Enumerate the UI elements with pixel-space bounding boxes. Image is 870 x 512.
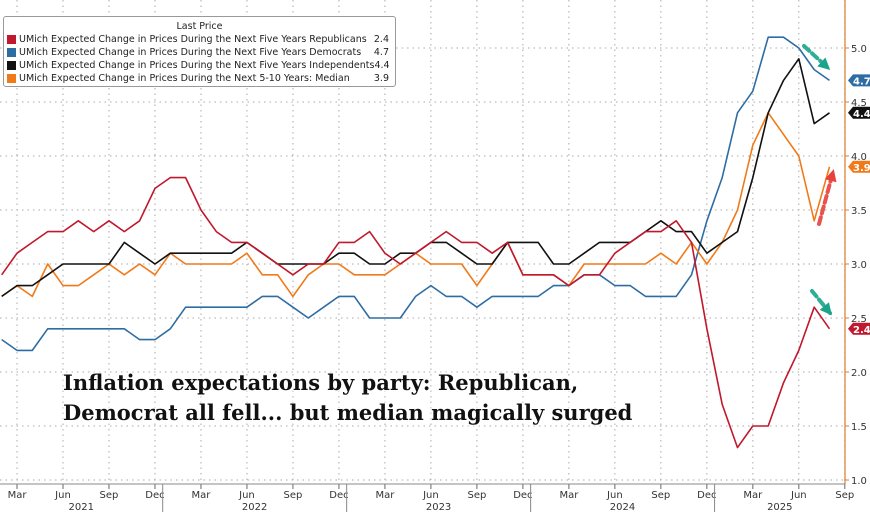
y-tick-label: 4.5 [851,98,867,109]
x-tick-label: Sep [467,490,486,501]
year-label: 2023 [426,502,451,512]
x-tick-label: Sep [100,490,119,501]
last-value-tag: 4.7 [848,74,870,87]
series-line-republicans [1,176,831,449]
last-value-tag-label: 2.4 [853,325,870,336]
legend-title: Last Price [176,21,223,32]
last-value-tag-bg [848,74,870,87]
x-tick-label: Jun [606,490,623,501]
year-label: 2021 [69,502,94,512]
last-value-tag: 2.4 [848,322,870,336]
y-tick-label: 2.5 [851,314,867,325]
arrow-up-median-head [824,169,837,183]
legend-label: UMich Expected Change in Prices During t… [19,60,375,71]
y-tick-label: 1.0 [851,476,867,487]
legend-swatch [7,61,16,70]
x-tick-label: Jun [422,490,439,501]
x-tick-label: Mar [8,490,28,501]
legend-swatch [7,48,16,57]
annotation-line-1: Inflation expectations by party: Republi… [63,370,579,395]
last-value-tag: 3.9 [848,160,870,174]
y-tick-label: 4.0 [851,152,867,163]
x-tick-label: Mar [375,490,395,501]
last-value-tag-label: 3.9 [853,163,870,174]
x-tick-label: Mar [743,490,763,501]
legend-last-value: 3.9 [373,73,389,84]
legend-last-value: 4.4 [374,60,390,71]
legend-item-democrats: UMich Expected Change in Prices During t… [4,46,395,59]
year-label: 2022 [242,502,267,512]
x-tick-label: Sep [835,490,854,501]
x-tick-label: Dec [145,490,164,501]
legend-item-median: UMich Expected Change in Prices During t… [4,72,395,85]
series-line-democrats [1,36,830,352]
x-tick-label: Dec [329,490,348,501]
last-value-tag-bg [848,322,870,335]
y-tick-label: 3.0 [851,260,867,271]
last-value-tag: 4.4 [848,106,870,120]
legend-last-value: 2.4 [373,34,389,45]
x-tick-label: Mar [192,490,212,501]
year-label: 2025 [767,502,792,512]
y-tick-label: 1.5 [851,422,867,433]
x-tick-label: Dec [513,490,532,501]
annotation-text: Inflation expectations by party: Republi… [63,368,632,428]
x-tick-label: Jun [54,490,71,501]
y-tick-label: 5.0 [851,44,867,55]
legend-label: UMich Expected Change in Prices During t… [19,34,367,45]
legend-label: UMich Expected Change in Prices During t… [19,73,350,84]
last-value-tag-label: 4.4 [853,109,870,120]
last-value-tag-label: 4.7 [853,76,870,87]
year-label: 2024 [610,502,635,512]
last-value-tag-bg [848,106,870,119]
series-line-median [1,112,831,298]
x-tick-label: Jun [790,490,807,501]
legend-swatch [7,35,16,44]
legend-swatch [7,74,16,83]
legend-last-value: 4.7 [373,47,389,58]
legend: Last Price UMich Expected Change in Pric… [3,16,396,87]
annotation-line-2: Democrat all fell... but median magicall… [63,400,633,425]
arrow-down-republicans-head [819,302,832,316]
y-tick-label: 3.5 [851,206,867,217]
legend-label: UMich Expected Change in Prices During t… [19,47,362,58]
last-value-tag-bg [848,160,870,173]
x-tick-label: Mar [559,490,579,501]
arrow-down-democrats-head [817,57,831,71]
x-tick-label: Sep [651,490,670,501]
x-tick-label: Jun [238,490,255,501]
legend-item-independents: UMich Expected Change in Prices During t… [4,59,395,72]
y-tick-label: 2.0 [851,368,867,379]
x-tick-label: Sep [284,490,303,501]
legend-item-republicans: UMich Expected Change in Prices During t… [4,33,395,46]
x-tick-label: Dec [697,490,716,501]
